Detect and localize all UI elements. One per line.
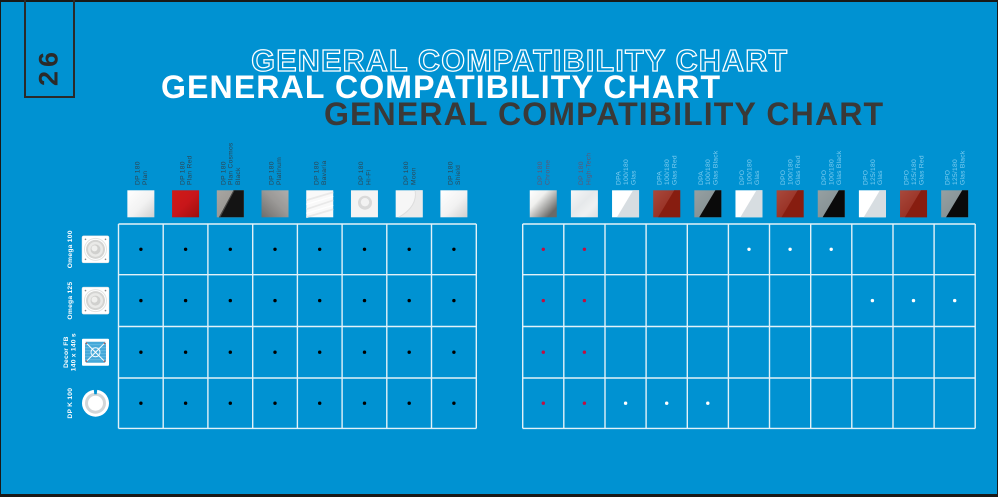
- svg-text:Chrome: Chrome: [544, 160, 551, 185]
- svg-text:DP 180: DP 180: [135, 161, 142, 185]
- svg-text:DP 180: DP 180: [448, 161, 455, 185]
- svg-text:High-Tech: High-Tech: [586, 153, 593, 185]
- svg-text:Omega 125: Omega 125: [67, 282, 74, 320]
- svg-text:Black: Black: [235, 167, 242, 185]
- svg-text:DPO: DPO: [862, 170, 869, 185]
- svg-text:100/180: 100/180: [788, 159, 795, 185]
- svg-text:DP 180: DP 180: [220, 161, 227, 185]
- svg-text:Plan Red: Plan Red: [187, 155, 194, 185]
- svg-text:Glas Red: Glas Red: [672, 155, 679, 185]
- svg-text:Bavaria: Bavaria: [321, 161, 328, 185]
- svg-text:Glas Black: Glas Black: [960, 150, 967, 185]
- svg-text:DPO: DPO: [904, 170, 911, 185]
- svg-text:100/180: 100/180: [746, 159, 753, 185]
- svg-text:Omega 100: Omega 100: [67, 230, 74, 268]
- svg-text:100/180: 100/180: [829, 159, 836, 185]
- svg-text:Glas Black: Glas Black: [836, 150, 843, 185]
- svg-text:DP 180: DP 180: [578, 161, 585, 185]
- svg-text:Plan Cosmos: Plan Cosmos: [228, 142, 235, 185]
- svg-text:Hi-Fi: Hi-Fi: [366, 169, 373, 185]
- svg-text:125/180: 125/180: [952, 159, 959, 185]
- svg-text:DP 180: DP 180: [313, 161, 320, 185]
- svg-text:100/180: 100/180: [623, 159, 630, 185]
- svg-text:DP 180: DP 180: [403, 161, 410, 185]
- svg-text:Platinum: Platinum: [276, 157, 283, 185]
- svg-text:Glas: Glas: [754, 170, 761, 185]
- svg-text:125/180: 125/180: [870, 159, 877, 185]
- svg-text:140 x 140 s: 140 x 140 s: [71, 333, 78, 371]
- svg-text:Glas Black: Glas Black: [713, 150, 720, 185]
- svg-text:DP 180: DP 180: [179, 161, 186, 185]
- svg-text:Moon: Moon: [410, 167, 417, 185]
- svg-text:Glas: Glas: [877, 170, 884, 185]
- svg-text:Glas Red: Glas Red: [795, 155, 802, 185]
- svg-text:Glas: Glas: [630, 170, 637, 185]
- svg-text:DPA: DPA: [698, 171, 705, 185]
- svg-text:Glas Red: Glas Red: [918, 155, 925, 185]
- svg-text:Decor FB: Decor FB: [63, 336, 70, 368]
- svg-text:DPA: DPA: [616, 171, 623, 185]
- svg-text:Plan: Plan: [142, 171, 149, 185]
- svg-text:DPO: DPO: [780, 170, 787, 185]
- svg-text:100/180: 100/180: [705, 159, 712, 185]
- svg-text:DPA: DPA: [657, 171, 664, 185]
- svg-text:125/180: 125/180: [911, 159, 918, 185]
- svg-text:DP 180: DP 180: [537, 161, 544, 185]
- svg-text:Shield: Shield: [455, 165, 462, 185]
- svg-text:DP 180: DP 180: [358, 161, 365, 185]
- svg-text:DP 180: DP 180: [269, 161, 276, 185]
- svg-text:DPO: DPO: [945, 170, 952, 185]
- svg-text:DPO: DPO: [739, 170, 746, 185]
- svg-text:DPO: DPO: [821, 170, 828, 185]
- svg-text:100/180: 100/180: [664, 159, 671, 185]
- svg-text:DP K 100: DP K 100: [67, 388, 74, 419]
